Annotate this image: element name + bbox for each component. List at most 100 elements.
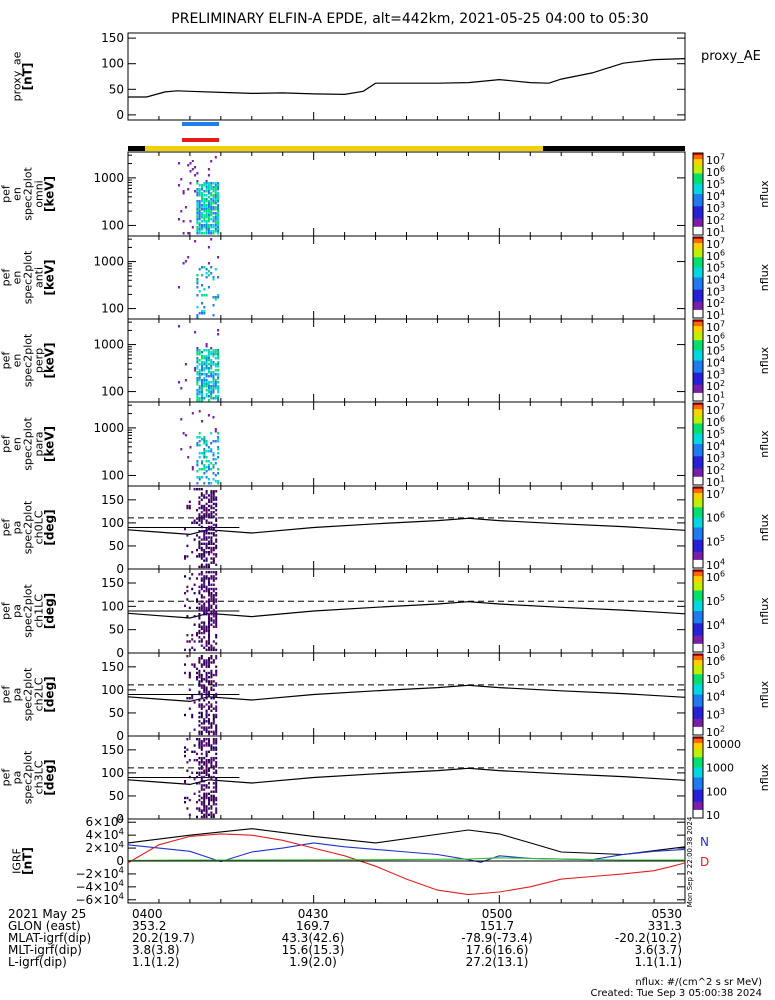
colorbar-cell-para-2	[693, 407, 703, 410]
pa-pixel-ch3	[186, 796, 189, 800]
colorbar-cell-ch2-4	[693, 662, 703, 665]
colorbar-cell-ch1-4	[693, 578, 703, 581]
spec-pixel-perp	[201, 397, 203, 400]
pa-pixel-ch3	[212, 813, 215, 816]
pa-pixel-ch1	[215, 587, 218, 591]
pa-pixel-ch1	[208, 579, 210, 582]
pa-pixel-ch2	[215, 657, 218, 660]
spec-pixel-omni	[182, 220, 185, 223]
spec-pixel-perp	[205, 375, 208, 378]
colorbar-cell-para-37	[693, 478, 703, 482]
spec-pixel-perp	[201, 385, 203, 388]
pa-pixel-ch2	[200, 722, 203, 725]
cblabel-perp-1: 106	[706, 331, 725, 345]
cblabel-ch1-1: 105	[706, 594, 725, 608]
pa-pixel-ch3	[210, 796, 213, 800]
colorbar-frame-ch0	[692, 486, 704, 569]
colorbar-cell-anti-26	[693, 289, 703, 293]
spec-pixel-perp	[207, 367, 210, 370]
footer-val-4-1: 1.9(2.0)	[289, 955, 337, 969]
colorbar-cell-anti-28	[693, 293, 703, 297]
pa-pixel-ch2	[203, 659, 206, 662]
colorbar-cell-perp-16	[693, 352, 703, 355]
colorbar-cell-ch0-9	[693, 505, 703, 508]
spec-pixel-perp	[217, 365, 220, 368]
cblabel-omni-0: 107	[706, 153, 725, 167]
spec-pixel-omni	[189, 220, 192, 223]
pa-pixel-ch3	[208, 782, 210, 785]
spec-pixel-omni	[210, 210, 213, 213]
pa-pixel-ch2	[208, 730, 210, 733]
ylabel-perp-0: ela	[0, 352, 2, 369]
spec-pixel-perp	[203, 357, 206, 360]
cblabel-ch2-4: 102	[706, 725, 725, 739]
pa-pixel-ch1	[198, 608, 201, 612]
cblabel-ch3-3: 10	[706, 809, 720, 822]
spec-pixel-perp	[196, 373, 199, 376]
pa-pixel-ch2	[212, 694, 215, 698]
zlabel-perp: nflux	[758, 346, 771, 374]
spec-pixel-omni	[203, 204, 206, 207]
spec-pixel-perp	[201, 391, 203, 394]
spec-pixel-omni	[217, 228, 220, 231]
pa-pixel-ch3	[200, 815, 203, 819]
yticklabel-igrf-1: 4×104	[86, 827, 124, 842]
pa-pixel-ch2	[200, 707, 203, 710]
spec-pixel-omni	[207, 204, 210, 207]
pa-pixel-ch1	[203, 596, 206, 599]
cblabel-omni-2: 105	[706, 177, 725, 191]
spec-pixel-omni	[198, 184, 201, 187]
colorbar-cell-ch0-30	[693, 547, 703, 551]
pa-pixel-ch3	[215, 784, 218, 787]
yticklabel-ch3-3: 0	[116, 812, 124, 826]
spec-pixel-para	[217, 448, 220, 451]
pa-pixel-ch3	[210, 815, 213, 819]
ylabel-ch0-4: ch0LC	[33, 510, 46, 544]
pa-pixel-ch1	[200, 583, 203, 586]
colorbar-cell-para-23	[693, 450, 703, 453]
spec-pixel-omni	[210, 218, 213, 221]
pa-pixel-ch3	[200, 801, 203, 804]
pa-pixel-ch1	[188, 640, 191, 643]
pa-pixel-ch1	[203, 610, 206, 614]
cblabel-perp-0: 107	[706, 320, 725, 334]
pa-pixel-ch3	[203, 807, 206, 810]
spec-pixel-omni	[217, 232, 220, 235]
colorbar-cell-para-39	[693, 482, 703, 486]
ylabel-omni-3: spec2plot	[22, 167, 35, 221]
cblabel-para-5: 102	[706, 463, 725, 477]
pa-pixel-ch2	[200, 703, 203, 706]
spec-pixel-perp	[210, 373, 213, 376]
pa-pixel-ch0	[215, 540, 218, 543]
pa-pixel-ch3	[198, 767, 201, 770]
spec-pixel-para	[198, 478, 201, 481]
colorbar-cell-anti-1	[693, 239, 703, 242]
spec-pixel-omni	[214, 186, 217, 189]
spec-pixel-omni	[212, 206, 215, 209]
pa-pixel-ch1	[212, 596, 215, 599]
colorbar-cell-ch0-8	[693, 503, 703, 506]
colorbar-cell-ch3-36	[693, 809, 703, 813]
spec-pixel-perp	[207, 399, 210, 402]
spec-pixel-omni	[178, 162, 180, 165]
pa-pixel-ch1	[215, 610, 218, 614]
pa-pixel-ch3	[212, 748, 215, 751]
pa-pixel-ch2	[200, 678, 203, 681]
colorbar-cell-ch3-32	[693, 801, 703, 805]
colorbar-cell-para-12	[693, 427, 703, 431]
cblabel-ch0-0: 107	[706, 487, 725, 501]
pa-pixel-ch0	[188, 504, 191, 508]
pa-pixel-ch1	[210, 604, 213, 607]
pa-pixel-ch0	[196, 488, 198, 491]
pa-pixel-ch3	[210, 761, 213, 764]
pa-pixel-ch2	[215, 673, 218, 677]
spec-pixel-perp	[201, 379, 203, 382]
spec-pixel-perp	[203, 367, 206, 370]
spec-pixel-anti	[184, 260, 187, 263]
colorbar-cell-anti-20	[693, 277, 703, 281]
spec-pixel-omni	[201, 198, 203, 201]
colorbar-cell-anti-30	[693, 297, 703, 301]
pa-pixel-ch3	[205, 765, 208, 768]
spec-pixel-omni	[214, 224, 217, 227]
colorbar-cell-omni-23	[693, 200, 703, 203]
